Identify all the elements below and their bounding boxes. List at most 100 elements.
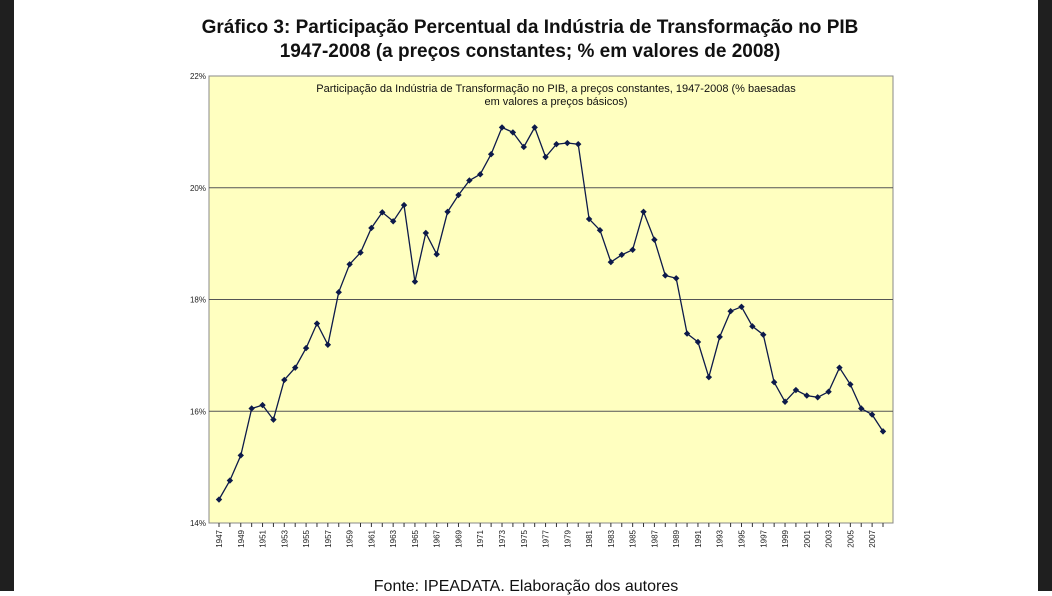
data-point bbox=[389, 218, 397, 225]
x-tick-label: 1981 bbox=[585, 529, 594, 547]
data-point bbox=[770, 378, 778, 386]
x-tick-label: 1987 bbox=[650, 529, 659, 547]
data-point bbox=[640, 208, 647, 215]
data-point bbox=[357, 249, 364, 256]
data-point bbox=[346, 261, 353, 268]
x-tick-label: 2007 bbox=[868, 529, 877, 547]
data-point bbox=[727, 308, 734, 315]
right-frame-bar bbox=[1038, 0, 1052, 591]
data-point bbox=[814, 394, 821, 401]
data-point bbox=[226, 477, 234, 484]
y-tick-label: 22% bbox=[190, 72, 206, 81]
data-point bbox=[803, 392, 811, 399]
x-tick-label: 1947 bbox=[215, 529, 224, 547]
source-note: Fonte: IPEADATA. Elaboração dos autores bbox=[373, 578, 679, 595]
data-point bbox=[716, 333, 723, 341]
x-tick-label: 1973 bbox=[498, 529, 507, 547]
data-point bbox=[672, 275, 680, 282]
data-point bbox=[379, 209, 386, 216]
figure-title-line2: 1947-2008 (a preços constantes; % em val… bbox=[279, 41, 781, 62]
x-tick-label: 1953 bbox=[280, 529, 289, 547]
data-point bbox=[313, 320, 321, 327]
data-point bbox=[455, 191, 462, 199]
data-point bbox=[564, 139, 571, 147]
data-point bbox=[781, 398, 789, 405]
data-point bbox=[792, 386, 800, 394]
data-point bbox=[498, 124, 506, 131]
data-point bbox=[749, 323, 756, 330]
data-point bbox=[215, 496, 223, 503]
data-point bbox=[270, 416, 277, 423]
x-tick-label: 1995 bbox=[737, 529, 746, 547]
data-point bbox=[694, 338, 702, 346]
data-point bbox=[651, 236, 658, 243]
data-point bbox=[291, 364, 299, 371]
data-point bbox=[847, 381, 854, 388]
data-point bbox=[324, 341, 332, 348]
data-point bbox=[858, 405, 865, 412]
data-point bbox=[509, 129, 517, 136]
data-point bbox=[466, 177, 473, 184]
data-point bbox=[705, 373, 713, 381]
left-frame-bar bbox=[0, 0, 14, 591]
data-point bbox=[836, 364, 843, 371]
data-point bbox=[335, 289, 342, 296]
x-tick-label: 1985 bbox=[629, 529, 638, 547]
y-tick-label: 18% bbox=[190, 296, 206, 305]
x-tick-label: 1949 bbox=[237, 529, 246, 547]
x-tick-label: 1969 bbox=[454, 529, 463, 547]
data-point bbox=[868, 411, 876, 418]
x-tick-label: 1951 bbox=[259, 529, 268, 547]
y-tick-label: 16% bbox=[190, 407, 206, 416]
chart-title-line: em valores a preços básicos) bbox=[484, 96, 627, 108]
data-point bbox=[553, 140, 560, 148]
data-point bbox=[400, 201, 408, 209]
data-point bbox=[520, 143, 527, 151]
x-tick-label: 1993 bbox=[716, 529, 725, 547]
data-point bbox=[237, 452, 244, 459]
data-point bbox=[629, 246, 636, 253]
y-tick-label: 14% bbox=[190, 519, 206, 528]
x-tick-label: 1965 bbox=[411, 529, 420, 547]
x-tick-label: 1975 bbox=[520, 529, 529, 547]
x-tick-label: 1979 bbox=[563, 529, 572, 547]
data-point bbox=[248, 405, 255, 412]
data-point bbox=[618, 251, 625, 258]
series-line bbox=[218, 125, 884, 500]
data-point bbox=[531, 124, 538, 131]
x-tick-label: 1955 bbox=[302, 529, 311, 547]
data-point bbox=[542, 153, 549, 161]
data-point bbox=[259, 401, 266, 409]
data-point bbox=[760, 331, 767, 338]
figure-title-line1: Gráfico 3: Participação Percentual da In… bbox=[201, 17, 859, 38]
plot-area: 14% 16% 18% 20% 22% 1947 1949 1951 1953 1955 1957 1… bbox=[190, 72, 894, 548]
data-point bbox=[302, 344, 310, 352]
y-tick-label: 20% bbox=[190, 184, 206, 193]
data-point bbox=[368, 224, 375, 232]
data-point bbox=[444, 208, 451, 215]
data-point bbox=[575, 140, 582, 148]
x-tick-label: 1991 bbox=[694, 529, 703, 547]
x-tick-label: 1997 bbox=[759, 529, 768, 547]
x-tick-label: 1957 bbox=[324, 529, 333, 547]
x-tick-label: 1963 bbox=[389, 529, 398, 547]
data-point bbox=[683, 330, 691, 337]
data-point bbox=[879, 428, 887, 435]
x-tick-label: 1971 bbox=[476, 529, 485, 547]
x-tick-label: 1999 bbox=[781, 529, 790, 547]
x-tick-label: 1967 bbox=[433, 529, 442, 547]
data-point bbox=[487, 151, 495, 158]
x-tick-label: 2003 bbox=[825, 529, 834, 547]
x-tick-label: 1959 bbox=[346, 529, 355, 547]
data-point bbox=[281, 376, 288, 384]
data-point bbox=[738, 303, 745, 310]
chart-title-line: Participação da Indústria de Transformaç… bbox=[316, 83, 796, 95]
x-tick-label: 1961 bbox=[367, 529, 376, 547]
x-tick-label: 1989 bbox=[672, 529, 681, 547]
data-point bbox=[477, 171, 484, 178]
data-point bbox=[825, 388, 832, 395]
data-point bbox=[596, 227, 604, 234]
x-tick-label: 2001 bbox=[803, 529, 812, 547]
data-point bbox=[607, 258, 615, 266]
